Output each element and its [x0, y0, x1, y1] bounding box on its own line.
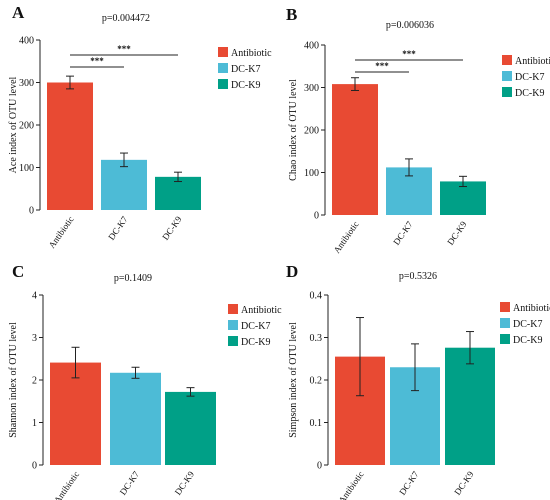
y-tick-label: 300 [304, 83, 319, 94]
bar [101, 159, 147, 210]
bar [155, 176, 201, 210]
legend-label: DC-K9 [515, 88, 544, 99]
bar [50, 362, 101, 465]
legend-label: Antibiotic [231, 48, 272, 59]
legend-label: DC-K9 [231, 80, 260, 91]
y-tick-label: 2 [32, 376, 37, 387]
y-tick-label: 0 [317, 461, 322, 472]
y-tick-label: 400 [304, 41, 319, 52]
significance-label: *** [402, 49, 416, 59]
legend-label: Antibiotic [241, 305, 282, 316]
x-tick-label: Antibiotic [52, 469, 81, 500]
bar [110, 372, 161, 465]
bar [165, 391, 216, 465]
y-tick-label: 100 [304, 168, 319, 179]
y-tick-label: 0.3 [310, 333, 323, 344]
panel-letter: D [286, 262, 298, 281]
y-axis-label: Shannon index of OTU level [8, 322, 19, 438]
legend-swatch [502, 71, 512, 81]
p-value: p=0.006036 [386, 20, 434, 31]
y-axis-label: Ace index of OTU level [8, 76, 19, 173]
x-tick-label: Antibiotic [47, 214, 76, 250]
x-tick-label: DC-K9 [160, 214, 184, 242]
legend-swatch [218, 79, 228, 89]
panel-letter: C [12, 262, 24, 281]
x-tick-label: DC-K9 [445, 219, 469, 247]
y-tick-label: 0.4 [310, 291, 323, 302]
bar [445, 347, 495, 465]
y-tick-label: 200 [304, 126, 319, 137]
significance-label: *** [90, 56, 104, 66]
significance-label: *** [375, 61, 389, 71]
y-tick-label: 100 [19, 163, 34, 174]
y-tick-label: 0 [29, 206, 34, 217]
y-tick-label: 0.1 [310, 418, 323, 429]
y-tick-label: 0 [32, 461, 37, 472]
significance-label: *** [117, 44, 131, 54]
p-value: p=0.004472 [102, 13, 150, 24]
legend-swatch [500, 302, 510, 312]
x-tick-label: Antibiotic [332, 219, 361, 255]
legend-swatch [228, 320, 238, 330]
panel-letter: A [12, 3, 25, 22]
x-tick-label: DC-K7 [118, 469, 142, 497]
y-tick-label: 200 [19, 121, 34, 132]
p-value: p=0.5326 [399, 271, 437, 282]
p-value: p=0.1409 [114, 273, 152, 284]
legend-swatch [500, 318, 510, 328]
panel-b: Bp=0.006036 0 100 200 300 400 Chao index of OT… [286, 5, 550, 255]
legend-swatch [218, 47, 228, 57]
legend-label: DC-K7 [241, 321, 270, 332]
legend-swatch [502, 87, 512, 97]
legend-swatch [228, 304, 238, 314]
legend-label: DC-K9 [241, 337, 270, 348]
x-tick-label: DC-K9 [452, 469, 476, 497]
x-tick-label: DC-K9 [173, 469, 197, 497]
legend-label: DC-K7 [513, 319, 542, 330]
legend-label: DC-K7 [231, 64, 260, 75]
x-tick-label: Antibiotic [337, 469, 366, 500]
legend-label: DC-K7 [515, 72, 544, 83]
bar [332, 84, 378, 215]
y-tick-label: 400 [19, 36, 34, 47]
y-tick-label: 0.2 [310, 376, 323, 387]
x-tick-label: DC-K7 [397, 469, 421, 497]
legend-swatch [502, 55, 512, 65]
y-tick-label: 4 [32, 291, 37, 302]
bar [47, 82, 93, 210]
y-axis-label: Simpson index of OTU level [288, 322, 299, 438]
x-tick-label: DC-K7 [391, 219, 415, 247]
legend-swatch [228, 336, 238, 346]
legend-swatch [500, 334, 510, 344]
y-axis-label: Chao index of OTU level [288, 79, 299, 181]
y-tick-label: 0 [314, 211, 319, 222]
legend-label: Antibiotic [515, 56, 550, 67]
legend-swatch [218, 63, 228, 73]
y-tick-label: 3 [32, 333, 37, 344]
legend-label: DC-K9 [513, 335, 542, 346]
y-tick-label: 1 [32, 418, 37, 429]
y-tick-label: 300 [19, 78, 34, 89]
panel-letter: B [286, 5, 297, 24]
x-tick-label: DC-K7 [106, 214, 130, 242]
legend-label: Antibiotic [513, 303, 550, 314]
